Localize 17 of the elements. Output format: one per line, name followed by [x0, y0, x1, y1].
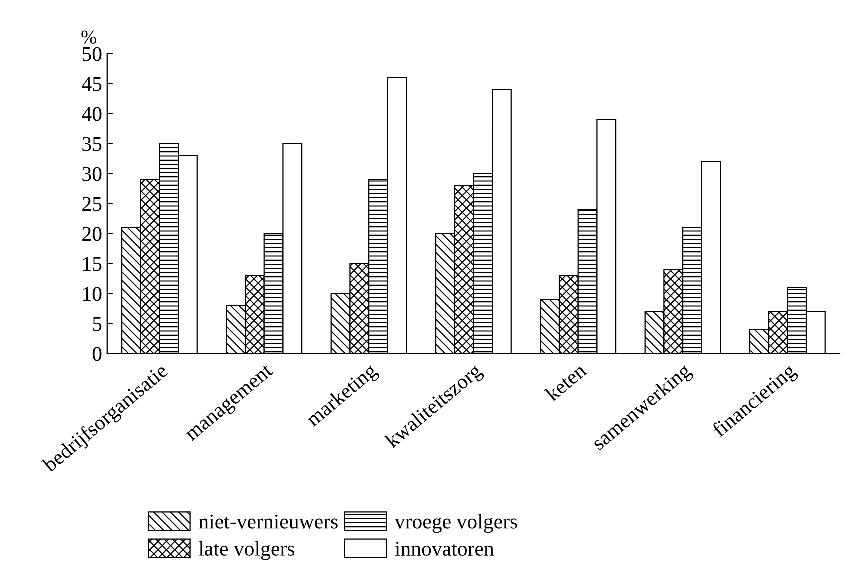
y-tick-label: 15 [84, 257, 102, 272]
y-tick-label: 50 [82, 47, 102, 62]
y-tick-label: 10 [84, 287, 102, 302]
y-tick-label: 0 [92, 347, 102, 362]
legend-label: late volgers [199, 541, 295, 560]
legend-label: innovatoren [395, 542, 494, 556]
legend-label: vroege volgers [394, 514, 518, 534]
y-tick-label: 40 [82, 107, 102, 122]
y-tick-label: 20 [82, 227, 102, 242]
y-axis-title: % [82, 30, 97, 44]
y-tick-label: 35 [82, 137, 102, 152]
y-tick-label: 30 [82, 167, 102, 182]
legend-label: niet-vernieuwers [199, 514, 338, 529]
y-tick-label: 5 [93, 317, 102, 332]
y-tick-label: 25 [82, 197, 102, 212]
y-tick-label: 45 [82, 77, 102, 92]
x-tick-label: keten [544, 362, 588, 402]
